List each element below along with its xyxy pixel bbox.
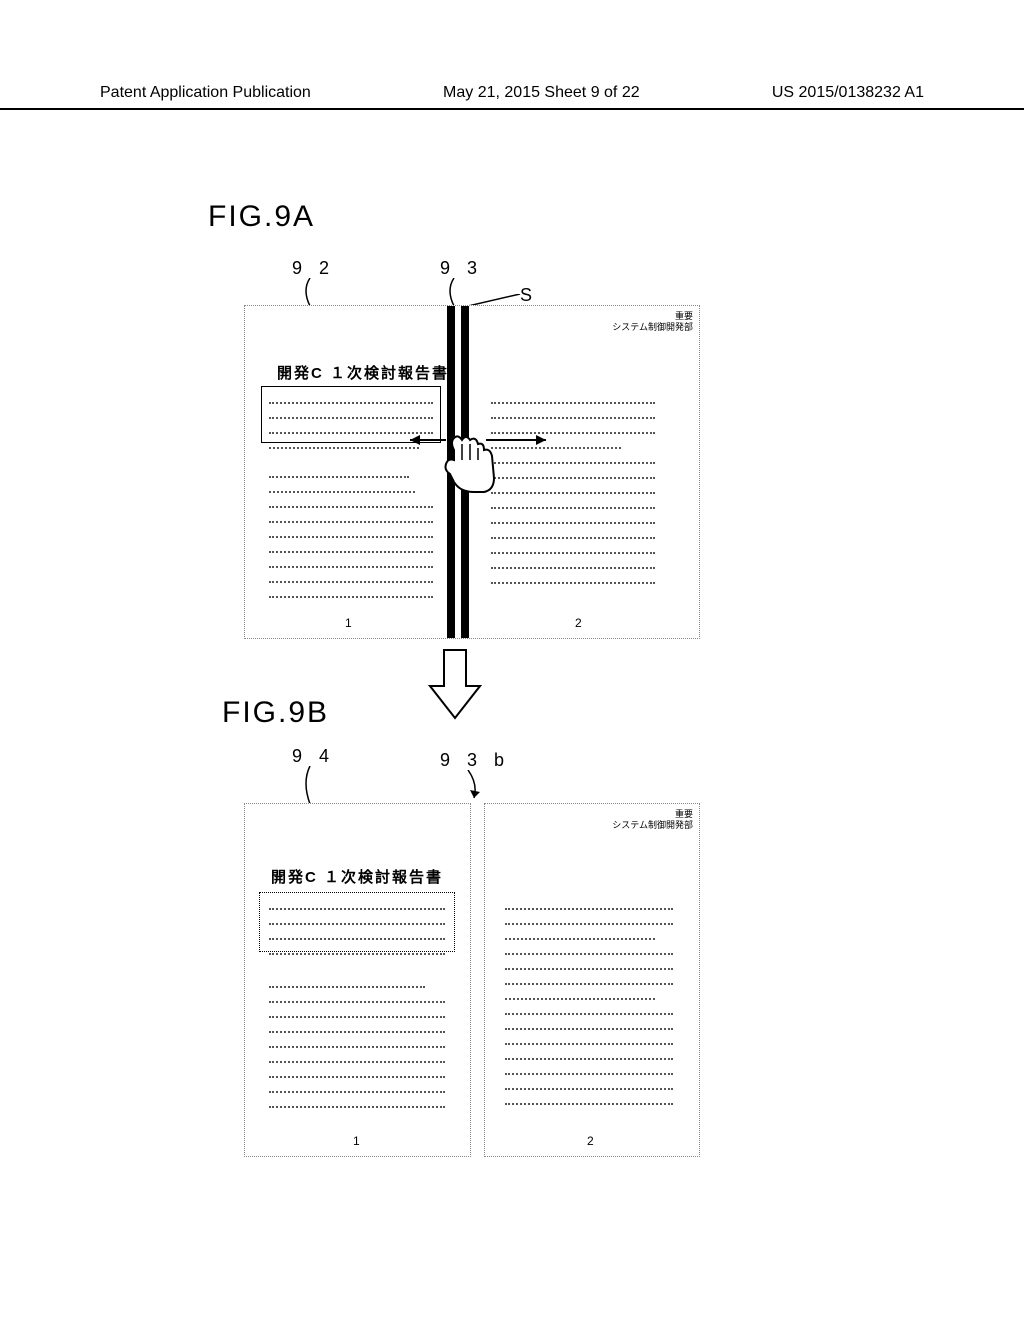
ref-93b: 9 3 b [440, 750, 510, 771]
hdr-r1b: 重要 [612, 809, 693, 820]
hdr-r1: 重要 [612, 311, 693, 322]
fig9b-left-para2 [269, 976, 445, 1111]
hand-icon [440, 430, 500, 500]
fig9b-hdr-right: 重要 システム制御開発部 [612, 809, 693, 831]
fig9b-right-para [505, 898, 673, 1108]
fig9b-page-right: 重要 システム制御開発部 2 [484, 803, 700, 1157]
ref-93: 9 3 [440, 258, 483, 279]
ref-94: 9 4 [292, 746, 335, 767]
fig9b-gap [471, 803, 484, 1157]
down-arrow-icon [428, 648, 482, 720]
fig9b-page-left: 開発C １次検討報告書 1 [244, 803, 471, 1157]
hdr-r2: システム制御開発部 [612, 322, 693, 333]
fig9a-pagenum-2: 2 [575, 616, 582, 630]
lead-line-94 [300, 766, 320, 806]
fig9b-left-para1 [269, 898, 445, 958]
hdr-r2b: システム制御開発部 [612, 820, 693, 831]
lead-line-93 [448, 278, 462, 308]
fig9a-left-para2 [269, 466, 433, 601]
fig9b-label: FIG.9B [222, 696, 329, 730]
fig9a-right-para [491, 392, 655, 587]
header-left: Patent Application Publication [100, 84, 311, 102]
fig9a-label: FIG.9A [208, 200, 315, 234]
fig9b-doc-title: 開発C １次検討報告書 [271, 866, 443, 887]
header-center: May 21, 2015 Sheet 9 of 22 [443, 84, 640, 102]
fig9b-spread: 開発C １次検討報告書 1 重要 システム制御開発部 2 [244, 803, 700, 1157]
fig9a-pagenum-1: 1 [345, 616, 352, 630]
fig9b-pagenum-1: 1 [353, 1134, 360, 1148]
lead-line-92 [300, 278, 320, 308]
header-right: US 2015/0138232 A1 [772, 84, 924, 102]
ref-92: 9 2 [292, 258, 335, 279]
fig9b-pagenum-2: 2 [587, 1134, 594, 1148]
fig9a-hdr-right: 重要 システム制御開発部 [612, 311, 693, 333]
page-header: Patent Application Publication May 21, 2… [0, 84, 1024, 110]
lead-line-93b [460, 770, 490, 806]
fig9a-doc-title: 開発C １次検討報告書 [277, 362, 449, 383]
